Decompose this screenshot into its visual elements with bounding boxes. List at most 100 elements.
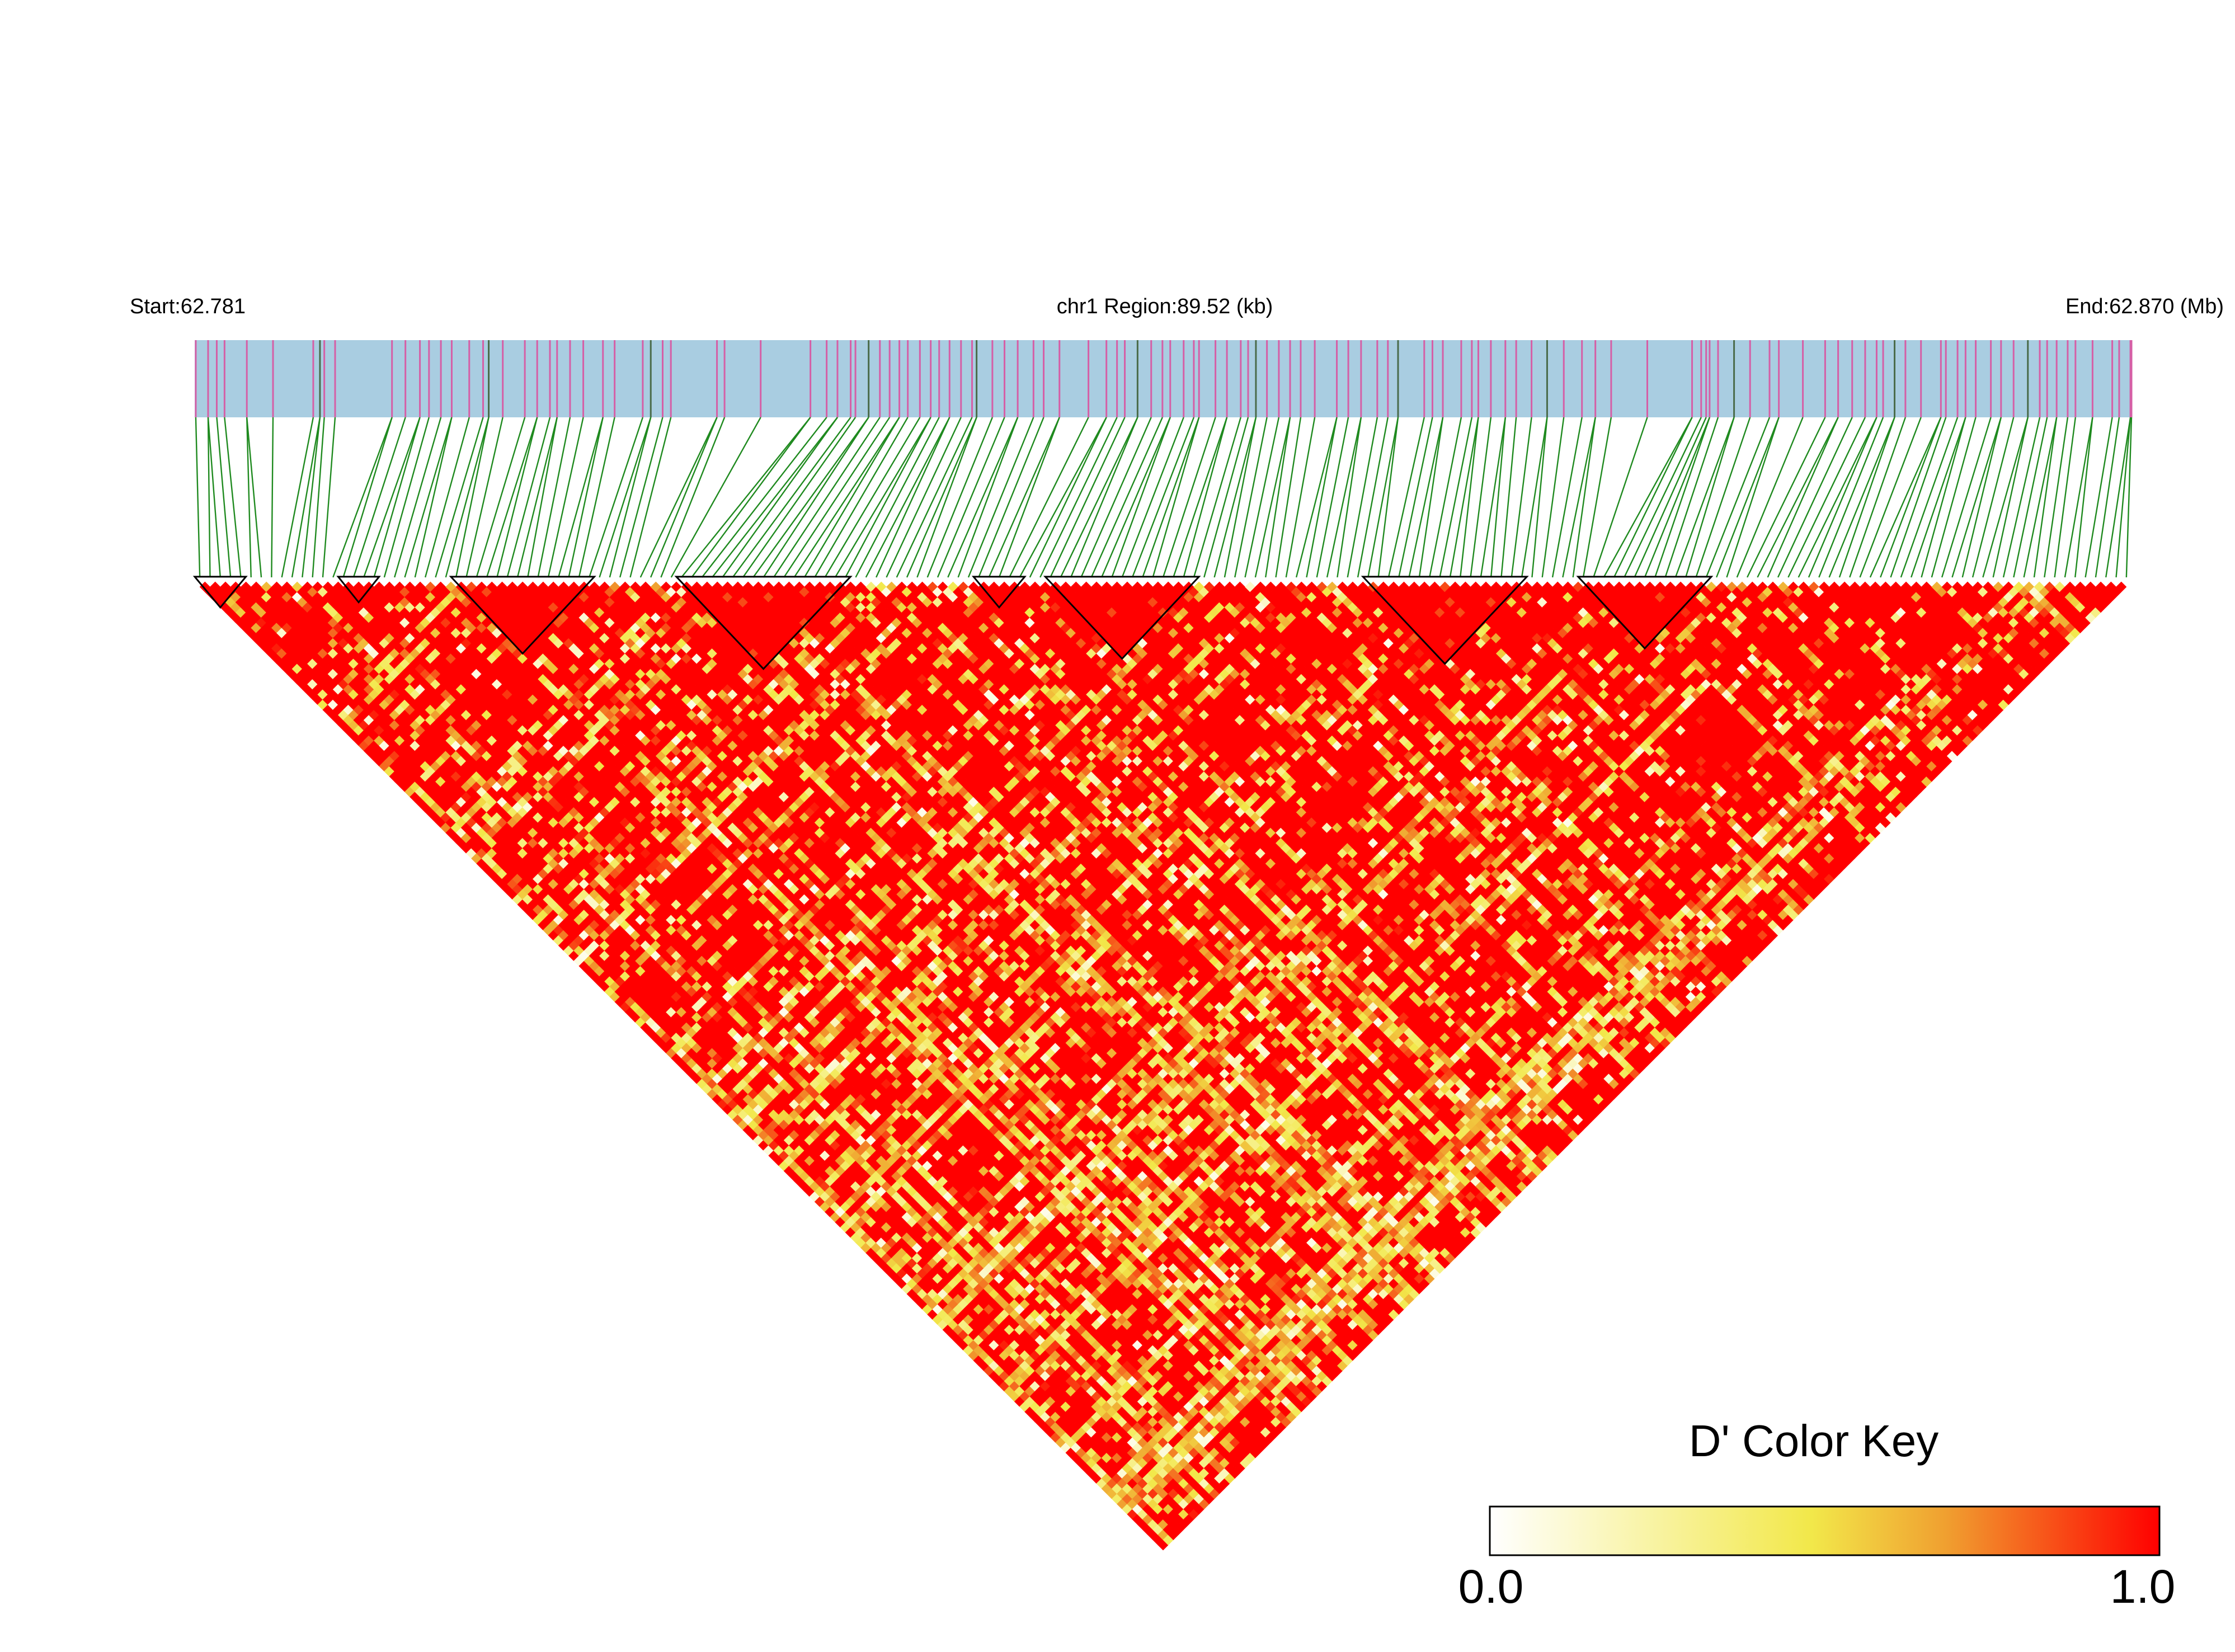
- snp-connector: [455, 417, 490, 578]
- snp-connector: [332, 417, 393, 578]
- snp-connector: [1029, 417, 1107, 578]
- snp-connector: [2013, 417, 2048, 578]
- snp-connector: [967, 417, 1034, 578]
- snp-connector: [1911, 417, 1966, 578]
- snp-connector: [722, 417, 838, 578]
- snp-connector: [1921, 417, 1966, 578]
- snp-position-track: [195, 340, 2133, 417]
- snp-connector: [639, 417, 718, 578]
- snp-connector: [660, 417, 726, 578]
- snp-connector: [609, 417, 652, 578]
- snp-connector: [1449, 417, 1479, 578]
- snp-connector: [763, 417, 869, 578]
- snp-connector: [886, 417, 962, 578]
- snp-connector: [465, 417, 504, 578]
- snp-connector: [1992, 417, 2029, 578]
- snp-connector: [1337, 417, 1362, 578]
- snp-connector: [558, 417, 604, 578]
- snp-connector: [207, 417, 211, 578]
- snp-connector: [352, 417, 406, 578]
- snp-connector: [1716, 417, 1780, 578]
- snp-connector: [1480, 417, 1506, 578]
- snp-connector: [2044, 417, 2069, 578]
- snp-connector: [312, 417, 325, 578]
- snp-connector: [2095, 417, 2120, 578]
- snp-connector: [1551, 417, 1583, 578]
- snp-connector: [1470, 417, 1492, 578]
- snp-connector: [435, 417, 484, 578]
- snp-connector: [486, 417, 538, 578]
- snp-connector: [1121, 417, 1184, 578]
- snp-connector: [1203, 417, 1249, 578]
- snp-connector: [1869, 417, 1942, 578]
- snp-connector: [527, 417, 558, 578]
- snp-connector: [1572, 417, 1596, 578]
- snp-connector: [1971, 417, 2015, 578]
- snp-connector: [773, 417, 881, 578]
- snp-connector: [1398, 417, 1433, 578]
- snp-connector: [1818, 417, 1884, 578]
- snp-connector: [1767, 417, 1839, 578]
- snp-connector: [342, 417, 393, 578]
- snp-connector: [1664, 417, 1719, 578]
- snp-connector: [701, 417, 827, 578]
- snp-connector: [2002, 417, 2041, 578]
- snp-connector: [599, 417, 652, 578]
- snp-connector: [1275, 417, 1302, 578]
- snp-connector: [216, 417, 232, 578]
- region-start-label: Start:62.781: [130, 295, 246, 318]
- snp-connector: [1634, 417, 1707, 578]
- snp-connector: [1705, 417, 1771, 578]
- snp-connector: [845, 417, 931, 578]
- snp-connector: [1613, 417, 1693, 578]
- snp-connector: [414, 417, 453, 578]
- snp-connector: [568, 417, 604, 578]
- snp-connector: [1521, 417, 1548, 578]
- snp-connector: [537, 417, 571, 578]
- snp-connector: [947, 417, 1019, 578]
- snp-connector: [1039, 417, 1118, 578]
- snp-connector: [1285, 417, 1316, 578]
- snp-connector: [1849, 417, 1907, 578]
- snp-connector: [1787, 417, 1866, 578]
- snp-connector: [1808, 417, 1878, 578]
- snp-connector: [322, 417, 336, 578]
- snp-connector: [1511, 417, 1532, 578]
- snp-connector: [1644, 417, 1710, 578]
- snp-connector: [1080, 417, 1152, 578]
- snp-connector: [1090, 417, 1163, 578]
- snp-connector: [1582, 417, 1612, 578]
- snp-connector: [2074, 417, 2093, 578]
- snp-connector: [1439, 417, 1473, 578]
- snp-connector: [1541, 417, 1565, 578]
- snp-connector: [814, 417, 909, 578]
- snp-connector: [855, 417, 940, 578]
- snp-connector: [2085, 417, 2113, 578]
- snp-connector: [1162, 417, 1216, 578]
- snp-connector: [629, 417, 672, 578]
- snp-connector: [1838, 417, 1895, 578]
- snp-connector: [988, 417, 1060, 578]
- snp-connector: [619, 417, 664, 578]
- snp-connector: [2125, 417, 2133, 578]
- snp-connector: [742, 417, 857, 578]
- snp-connector: [246, 417, 252, 578]
- snp-connector: [1429, 417, 1462, 578]
- snp-connector: [1019, 417, 1107, 578]
- snp-connector: [803, 417, 900, 578]
- snp-connector: [1142, 417, 1200, 578]
- snp-connector: [876, 417, 951, 578]
- snp-connector: [2033, 417, 2058, 578]
- snp-connector: [1900, 417, 1959, 578]
- snp-connector: [1951, 417, 2002, 578]
- snp-connector: [1264, 417, 1291, 578]
- snp-connector: [424, 417, 470, 578]
- snp-connector: [1131, 417, 1195, 578]
- snp-connector: [732, 417, 851, 578]
- snp-connector: [1500, 417, 1517, 578]
- snp-connector: [752, 417, 869, 578]
- snp-connector: [1674, 417, 1735, 578]
- snp-connector: [2054, 417, 2077, 578]
- snp-connector: [793, 417, 900, 578]
- snp-connector: [363, 417, 421, 578]
